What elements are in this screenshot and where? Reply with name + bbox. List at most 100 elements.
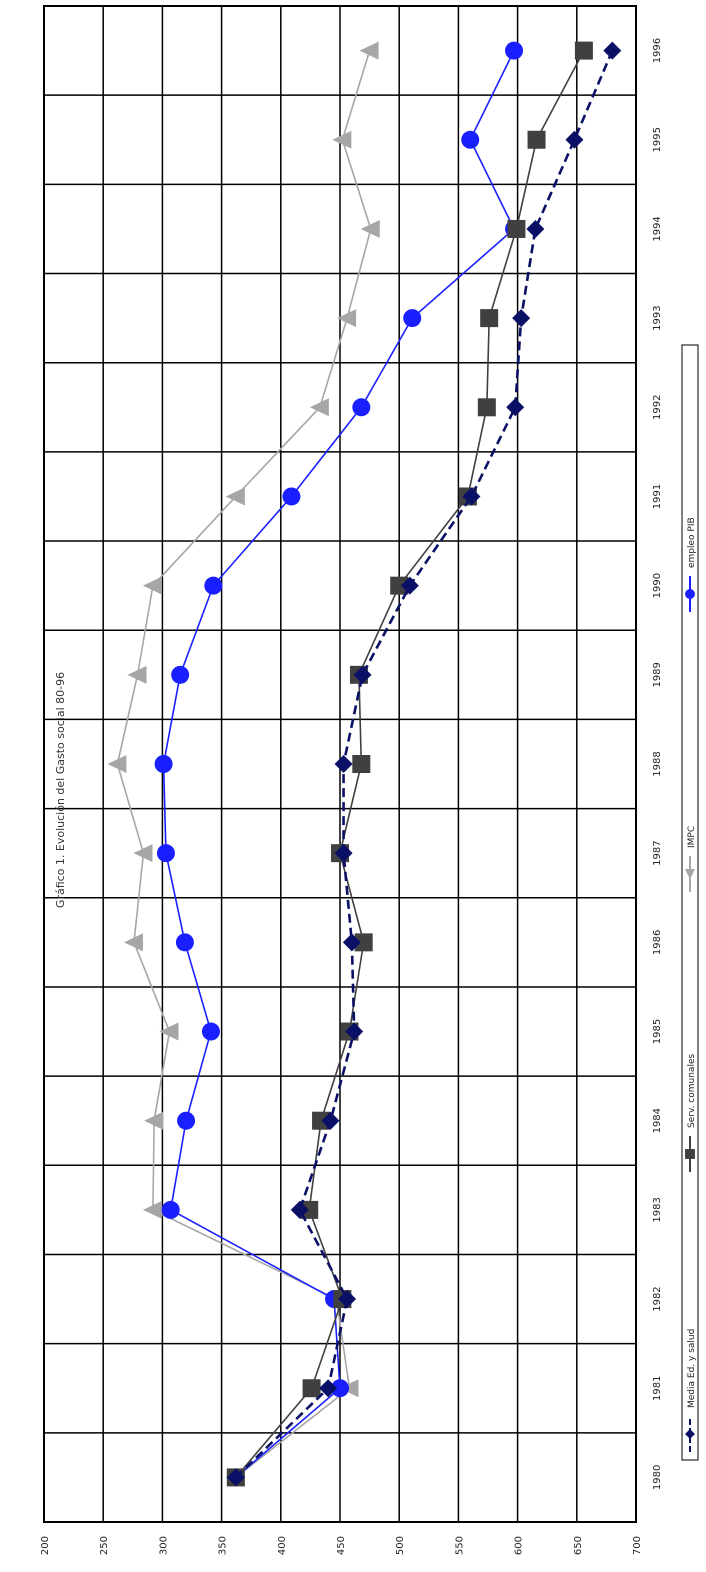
data-point-serv-comunales — [527, 130, 546, 149]
legend-swatch-marker — [685, 869, 695, 880]
data-point-media-ed-y-salud — [342, 933, 361, 952]
data-point-impc — [127, 665, 147, 684]
data-point-media-ed-y-salud — [400, 576, 419, 595]
x-tick-label: 1990 — [652, 573, 663, 598]
data-point-empleo-pib — [461, 130, 480, 149]
legend-item: Serv. comunales — [685, 1054, 697, 1172]
data-point-serv-comunales — [507, 219, 526, 238]
data-point-empleo-pib — [154, 755, 173, 773]
data-point-impc — [337, 309, 357, 328]
series-layer — [107, 41, 622, 1487]
x-tick-label: 1987 — [652, 840, 663, 865]
y-tick-label: 250 — [99, 1536, 110, 1555]
data-point-impc — [309, 398, 329, 417]
data-point-empleo-pib — [331, 1379, 349, 1398]
legend-item: empleo PIB — [685, 517, 697, 612]
y-tick-label: 300 — [158, 1536, 169, 1555]
data-point-serv-comunales — [352, 755, 371, 773]
data-point-media-ed-y-salud — [353, 665, 372, 684]
data-point-media-ed-y-salud — [338, 1290, 357, 1309]
data-point-empleo-pib — [201, 1022, 220, 1041]
x-tick-labels: 1980 1981 1982 1983 1984 1985 1986 1987 1988 1989… — [652, 38, 663, 1490]
data-point-empleo-pib — [161, 1200, 180, 1219]
y-tick-label: 500 — [395, 1536, 406, 1555]
data-point-serv-comunales — [480, 309, 499, 328]
data-point-impc — [144, 1111, 164, 1130]
y-tick-label: 450 — [336, 1536, 347, 1555]
x-tick-label: 1984 — [652, 1108, 663, 1133]
data-point-impc — [142, 1200, 162, 1219]
y-tick-label: 350 — [218, 1536, 229, 1555]
legend-label: empleo PIB — [687, 517, 697, 568]
data-point-impc — [107, 755, 127, 773]
legend: Media Ed. y salud Serv. comunales IMPC empl… — [681, 344, 699, 1461]
x-tick-label: 1995 — [652, 127, 663, 152]
data-point-serv-comunales — [390, 576, 409, 595]
x-tick-label: 1992 — [652, 395, 663, 420]
x-tick-label: 1981 — [652, 1376, 663, 1401]
data-point-empleo-pib — [175, 933, 194, 952]
data-point-media-ed-y-salud — [512, 309, 531, 328]
data-point-empleo-pib — [352, 398, 371, 417]
x-tick-label: 1989 — [652, 662, 663, 687]
y-tick-label: 600 — [514, 1536, 525, 1555]
data-point-empleo-pib — [177, 1111, 196, 1130]
series-impc — [107, 41, 380, 1487]
x-tick-label: 1986 — [652, 930, 663, 955]
data-point-media-ed-y-salud — [290, 1200, 309, 1219]
data-point-impc — [159, 1022, 179, 1041]
x-tick-label: 1985 — [652, 1019, 663, 1044]
y-tick-label: 550 — [454, 1536, 465, 1555]
y-tick-label: 400 — [277, 1536, 288, 1555]
data-point-empleo-pib — [171, 665, 190, 684]
data-point-media-ed-y-salud — [603, 41, 622, 60]
data-point-empleo-pib — [156, 844, 175, 863]
legend-box — [681, 344, 699, 1461]
x-tick-label: 1994 — [652, 216, 663, 241]
data-point-serv-comunales — [477, 398, 496, 417]
legend-swatch-marker — [685, 1429, 695, 1439]
x-tick-label: 1988 — [652, 751, 663, 776]
data-point-media-ed-y-salud — [506, 398, 525, 417]
data-point-serv-comunales — [300, 1200, 319, 1219]
data-point-media-ed-y-salud — [334, 844, 353, 863]
data-point-impc — [123, 933, 143, 952]
y-tick-label: 700 — [632, 1536, 643, 1555]
data-point-media-ed-y-salud — [319, 1379, 338, 1398]
legend-item: Media Ed. y salud — [685, 1329, 697, 1452]
data-point-serv-comunales — [302, 1379, 321, 1398]
y-tick-label: 200 — [40, 1536, 51, 1555]
data-point-impc — [332, 130, 352, 149]
data-point-media-ed-y-salud — [462, 487, 481, 506]
data-point-empleo-pib — [204, 576, 223, 595]
chart-title: Gráfico 1. Evolución del Gasto social 80… — [54, 672, 67, 908]
legend-item: IMPC — [685, 826, 697, 892]
x-tick-label: 1983 — [652, 1197, 663, 1222]
data-point-serv-comunales — [312, 1111, 331, 1130]
x-tick-label: 1980 — [652, 1465, 663, 1490]
y-tick-labels: 200 250 300 350 400 450 500 550 600 650 700 — [40, 1536, 643, 1555]
x-tick-label: 1996 — [652, 38, 663, 63]
legend-label: IMPC — [687, 826, 697, 848]
legend-swatch-marker — [685, 1149, 695, 1159]
data-point-impc — [133, 844, 153, 863]
series-media-ed-y-salud — [226, 41, 622, 1487]
data-point-empleo-pib — [505, 41, 524, 60]
data-point-empleo-pib — [403, 309, 422, 328]
data-point-media-ed-y-salud — [526, 219, 545, 238]
data-point-media-ed-y-salud — [345, 1022, 364, 1041]
legend-label: Serv. comunales — [687, 1054, 697, 1128]
chart-title-group: Gráfico 1. Evolución del Gasto social 80… — [54, 672, 67, 908]
x-tick-label: 1993 — [652, 305, 663, 330]
y-tick-label: 650 — [573, 1536, 584, 1555]
data-point-impc — [225, 487, 245, 506]
data-point-media-ed-y-salud — [334, 755, 353, 773]
data-point-impc — [360, 219, 380, 238]
data-point-media-ed-y-salud — [226, 1468, 245, 1487]
data-point-serv-comunales — [354, 933, 373, 952]
data-point-media-ed-y-salud — [565, 130, 584, 149]
legend-swatch-marker — [685, 589, 695, 599]
data-point-empleo-pib — [282, 487, 301, 506]
legend-label: Media Ed. y salud — [687, 1329, 697, 1408]
